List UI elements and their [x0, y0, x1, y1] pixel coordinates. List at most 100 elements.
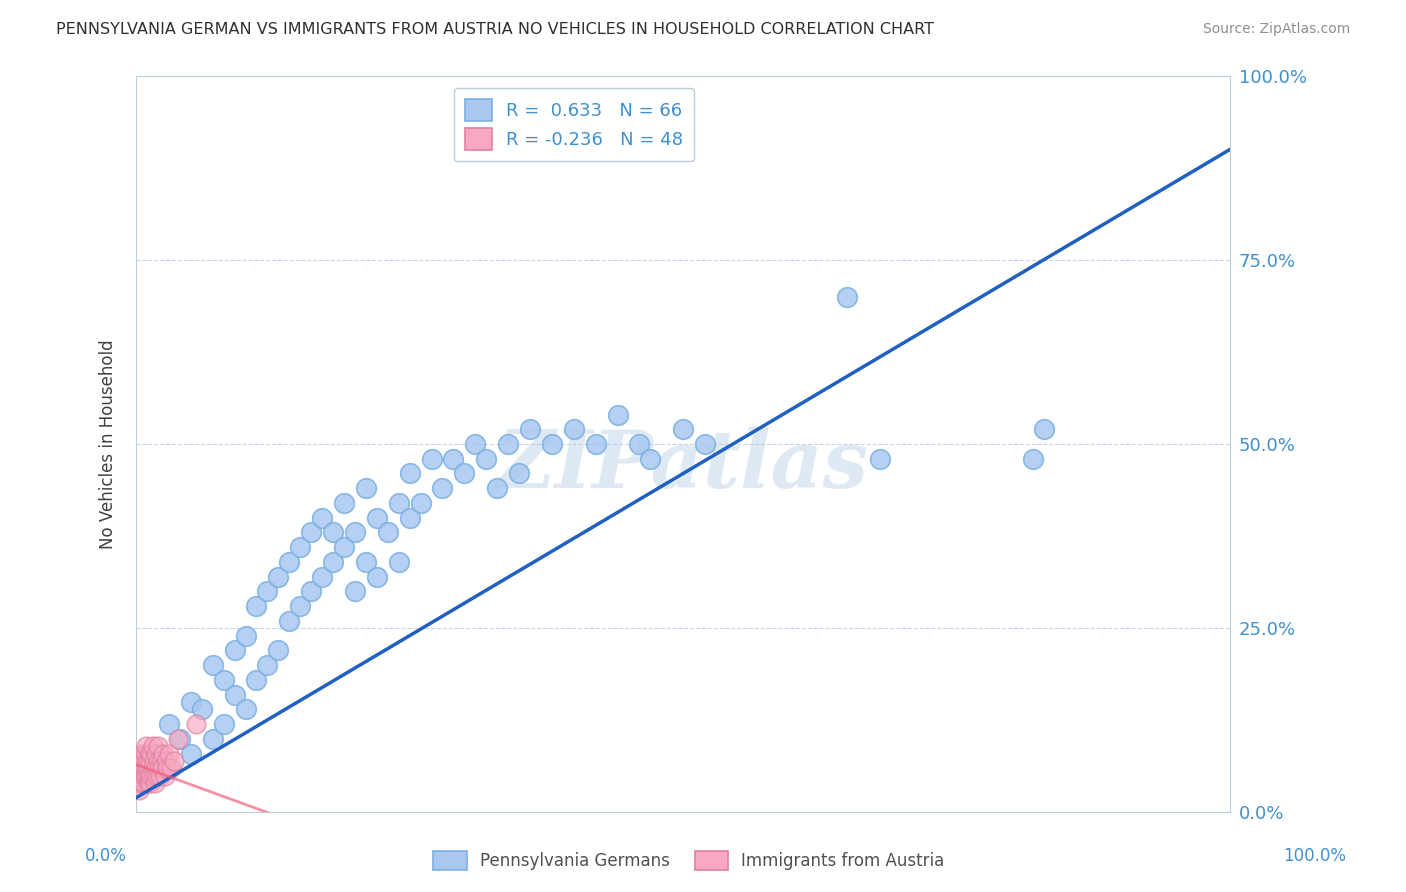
Point	[311, 569, 333, 583]
Point	[131, 754, 153, 768]
Point	[693, 437, 716, 451]
Point	[146, 747, 169, 761]
Point	[155, 754, 177, 768]
Point	[377, 525, 399, 540]
Point	[157, 717, 180, 731]
Point	[267, 643, 290, 657]
Point	[141, 747, 163, 761]
Point	[245, 599, 267, 614]
Point	[153, 769, 176, 783]
Point	[131, 769, 153, 783]
Point	[136, 761, 159, 775]
Point	[128, 783, 150, 797]
Point	[129, 754, 152, 768]
Point	[186, 717, 208, 731]
Point	[541, 437, 564, 451]
Point	[132, 776, 155, 790]
Point	[562, 422, 585, 436]
Text: PENNSYLVANIA GERMAN VS IMMIGRANTS FROM AUSTRIA NO VEHICLES IN HOUSEHOLD CORRELAT: PENNSYLVANIA GERMAN VS IMMIGRANTS FROM A…	[56, 22, 934, 37]
Point	[224, 688, 246, 702]
Text: 100.0%: 100.0%	[1284, 847, 1346, 864]
Point	[138, 769, 160, 783]
Point	[139, 776, 162, 790]
Point	[157, 747, 180, 761]
Point	[139, 754, 162, 768]
Point	[322, 525, 344, 540]
Point	[322, 555, 344, 569]
Point	[201, 658, 224, 673]
Point	[628, 437, 651, 451]
Point	[256, 658, 278, 673]
Text: 0.0%: 0.0%	[84, 847, 127, 864]
Point	[496, 437, 519, 451]
Point	[585, 437, 607, 451]
Point	[141, 769, 163, 783]
Point	[606, 408, 628, 422]
Point	[141, 739, 163, 753]
Point	[131, 776, 153, 790]
Point	[146, 754, 169, 768]
Point	[136, 776, 159, 790]
Point	[136, 769, 159, 783]
Point	[267, 569, 290, 583]
Point	[134, 747, 156, 761]
Point	[146, 769, 169, 783]
Point	[290, 540, 312, 554]
Point	[366, 569, 388, 583]
Point	[201, 731, 224, 746]
Point	[398, 510, 420, 524]
Legend: Pennsylvania Germans, Immigrants from Austria: Pennsylvania Germans, Immigrants from Au…	[426, 844, 952, 877]
Point	[163, 754, 186, 768]
Point	[432, 481, 454, 495]
Point	[464, 437, 486, 451]
Point	[142, 769, 165, 783]
Point	[142, 754, 165, 768]
Point	[180, 747, 202, 761]
Point	[138, 747, 160, 761]
Point	[149, 769, 172, 783]
Legend: R =  0.633   N = 66, R = -0.236   N = 48: R = 0.633 N = 66, R = -0.236 N = 48	[454, 88, 695, 161]
Point	[354, 555, 377, 569]
Point	[672, 422, 695, 436]
Point	[343, 525, 366, 540]
Point	[135, 739, 157, 753]
Point	[508, 467, 530, 481]
Point	[354, 481, 377, 495]
Point	[224, 643, 246, 657]
Point	[837, 290, 859, 304]
Point	[145, 747, 167, 761]
Point	[150, 754, 173, 768]
Point	[212, 673, 235, 687]
Point	[145, 761, 167, 775]
Point	[152, 747, 174, 761]
Point	[388, 496, 411, 510]
Point	[519, 422, 541, 436]
Point	[290, 599, 312, 614]
Point	[191, 702, 214, 716]
Point	[388, 555, 411, 569]
Point	[127, 776, 149, 790]
Point	[135, 761, 157, 775]
Point	[169, 731, 191, 746]
Point	[486, 481, 509, 495]
Point	[441, 451, 464, 466]
Text: ZIPatlas: ZIPatlas	[498, 427, 869, 505]
Point	[299, 525, 322, 540]
Point	[475, 451, 498, 466]
Point	[128, 761, 150, 775]
Point	[131, 747, 153, 761]
Point	[278, 555, 301, 569]
Point	[1022, 451, 1045, 466]
Point	[409, 496, 432, 510]
Point	[453, 467, 475, 481]
Point	[141, 761, 163, 775]
Point	[134, 769, 156, 783]
Point	[640, 451, 662, 466]
Point	[299, 584, 322, 599]
Point	[278, 614, 301, 628]
Point	[166, 731, 188, 746]
Point	[398, 467, 420, 481]
Point	[235, 702, 257, 716]
Y-axis label: No Vehicles in Household: No Vehicles in Household	[100, 339, 117, 549]
Point	[180, 695, 202, 709]
